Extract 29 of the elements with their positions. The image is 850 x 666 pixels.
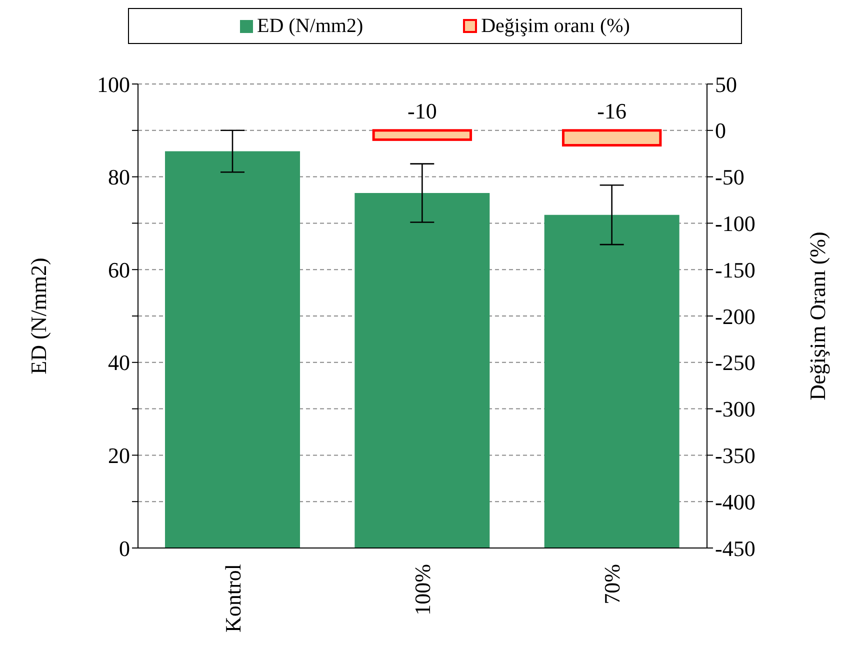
x-tick-label: Kontrol [220,564,246,632]
legend-label: ED (N/mm2) [256,14,364,38]
y2-tick-label: 50 [715,72,737,97]
y-tick-label: 60 [108,257,130,282]
y2-tick-label: -450 [715,536,756,561]
data-label: -10 [408,98,437,124]
x-tick-label: 70% [600,564,625,604]
y-tick-label: 20 [108,443,130,468]
x-tick-label: 100% [410,564,435,616]
y2-tick-label: -100 [715,211,756,236]
y2-axis-title: Değişim Oranı (%) [804,232,830,400]
y2-tick-label: -350 [715,443,756,468]
bar [544,214,680,548]
bar [354,193,490,548]
y-tick-label: 80 [108,164,130,190]
y-tick-label: 40 [108,350,130,376]
legend-label: Değişim oranı (%) [480,14,630,38]
y-tick-label: 0 [119,536,130,561]
y-tick-label: 100 [97,72,130,97]
data-label: -16 [597,98,626,124]
y2-tick-label: -200 [715,304,756,329]
y2-tick-label: -250 [715,350,756,376]
bar [165,151,300,548]
y2-tick-label: -300 [715,396,756,422]
y2-tick-label: -150 [715,257,756,282]
y-axis-title: ED (N/mm2) [26,258,51,374]
y2-tick-label: 0 [715,118,726,144]
y2-tick-label: -400 [715,489,756,514]
y2-tick-label: -50 [715,164,744,190]
